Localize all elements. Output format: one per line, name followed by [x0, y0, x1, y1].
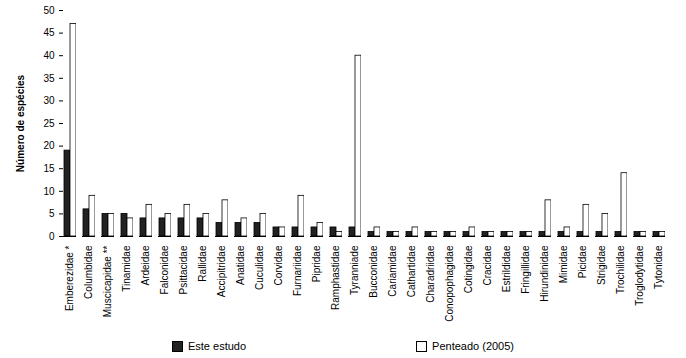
- svg-text:10: 10: [43, 186, 55, 197]
- svg-text:Accipitridae: Accipitridae: [216, 245, 227, 297]
- svg-text:Mimidae: Mimidae: [558, 245, 569, 283]
- svg-text:35: 35: [43, 73, 55, 84]
- svg-text:Muscicapidae **: Muscicapidae **: [102, 245, 113, 317]
- html-text:Este estudo: Este estudo: [188, 340, 247, 352]
- svg-text:0: 0: [49, 231, 55, 242]
- svg-text:40: 40: [43, 50, 55, 61]
- svg-text:Troglodytidae: Troglodytidae: [634, 245, 645, 306]
- svg-text:Tyranniade: Tyranniade: [349, 245, 360, 295]
- svg-text:50: 50: [43, 5, 55, 16]
- svg-text:Cuculidae: Cuculidae: [254, 245, 265, 290]
- svg-text:Furnariidae: Furnariidae: [292, 245, 303, 296]
- html-text:Penteado (2005): Penteado (2005): [432, 340, 514, 352]
- svg-text:Cotingidae: Cotingidae: [463, 245, 474, 293]
- svg-text:Picidae: Picidae: [577, 245, 588, 278]
- svg-text:15: 15: [43, 163, 55, 174]
- svg-text:Strigidae: Strigidae: [596, 245, 607, 285]
- svg-text:Tinamidae: Tinamidae: [121, 245, 132, 292]
- svg-text:Rallidae: Rallidae: [197, 245, 208, 282]
- svg-text:Tytonidae: Tytonidae: [653, 245, 664, 289]
- svg-text:Psittacidae: Psittacidae: [178, 245, 189, 294]
- svg-text:Conopophagidae: Conopophagidae: [444, 245, 455, 322]
- svg-text:Pipridae: Pipridae: [311, 245, 322, 282]
- svg-text:Ardeidae: Ardeidae: [140, 245, 151, 285]
- svg-text:Bucconidae: Bucconidae: [368, 245, 379, 298]
- svg-text:Ramphastidae: Ramphastidae: [330, 245, 341, 310]
- svg-text:Charadriidae: Charadriidae: [425, 245, 436, 303]
- svg-text:30: 30: [43, 95, 55, 106]
- svg-text:Columbidae: Columbidae: [83, 245, 94, 299]
- svg-text:Emberezidae *: Emberezidae *: [64, 245, 75, 311]
- svg-text:Anatidae: Anatidae: [235, 245, 246, 285]
- svg-text:Cariamidae: Cariamidae: [387, 245, 398, 297]
- svg-text:Cathartidae: Cathartidae: [406, 245, 417, 297]
- svg-text:45: 45: [43, 27, 55, 38]
- svg-text:20: 20: [43, 140, 55, 151]
- svg-text:5: 5: [49, 208, 55, 219]
- svg-text:Hirundinidae: Hirundinidae: [539, 245, 550, 302]
- svg-text:Corvidae: Corvidae: [273, 245, 284, 285]
- svg-text:Trochilidae: Trochilidae: [615, 245, 626, 294]
- svg-text:25: 25: [43, 118, 55, 129]
- svg-text:Falconidae: Falconidae: [159, 245, 170, 294]
- svg-text:Estrildidae: Estrildidae: [501, 245, 512, 292]
- svg-text:Número de espécies: Número de espécies: [15, 74, 26, 172]
- svg-text:Cracidae: Cracidae: [482, 245, 493, 285]
- svg-text:Fringillidae: Fringillidae: [520, 245, 531, 294]
